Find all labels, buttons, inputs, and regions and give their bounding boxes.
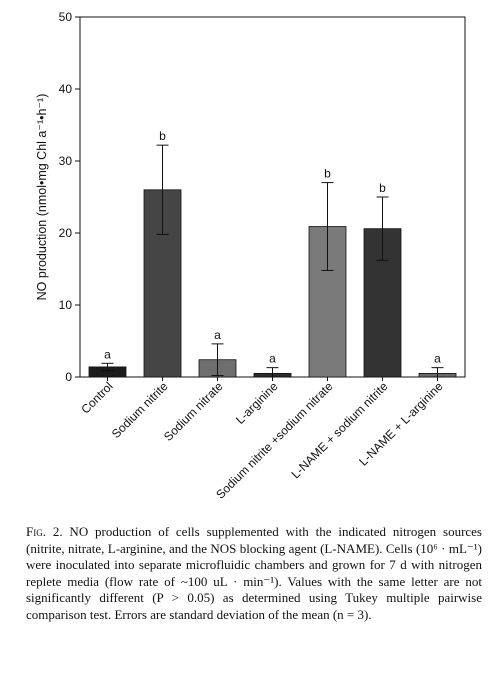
significance-letter-6: a	[434, 352, 441, 366]
y-tick-label-1: 10	[59, 298, 73, 312]
x-tick-label-1: Sodium nitrite	[109, 379, 171, 441]
figure-caption: Fig. 2. NO production of cells supplemen…	[26, 524, 482, 623]
x-tick-label-2: Sodium nitrate	[161, 379, 226, 444]
y-tick-label-3: 30	[59, 154, 73, 168]
x-tick-label-0: Control	[78, 379, 115, 416]
significance-letter-3: a	[269, 352, 276, 366]
plot-frame	[79, 16, 466, 378]
significance-letter-0: a	[104, 347, 111, 361]
x-tick-label-5: L-NAME + sodium nitrite	[289, 379, 391, 481]
significance-letter-1: b	[159, 129, 166, 143]
y-tick-label-5: 50	[59, 10, 73, 24]
significance-letter-2: a	[214, 328, 221, 342]
y-axis-label: NO production (nmol•mg Chl a⁻¹•h⁻¹)	[35, 94, 49, 301]
bar-chart: 0 10 20 30 40 50 a Control b Sodium nitrite a Sodiu…	[35, 10, 466, 502]
y-tick-label-4: 40	[59, 82, 73, 96]
figure-label: Fig. 2.	[26, 524, 63, 539]
y-tick-label-2: 20	[59, 226, 73, 240]
significance-letter-5: b	[379, 181, 386, 195]
plot-area: 0 10 20 30 40 50 a Control b Sodium nitrite a Sodiu…	[59, 10, 466, 502]
caption-text: NO production of cells supplemented with…	[26, 524, 482, 622]
x-tick-label-4: Sodium nitrite +sodium nitrate	[213, 379, 336, 502]
significance-letter-4: b	[324, 167, 331, 181]
y-tick-label-0: 0	[65, 370, 72, 384]
x-tick-label-3: L-arginine	[233, 379, 281, 427]
